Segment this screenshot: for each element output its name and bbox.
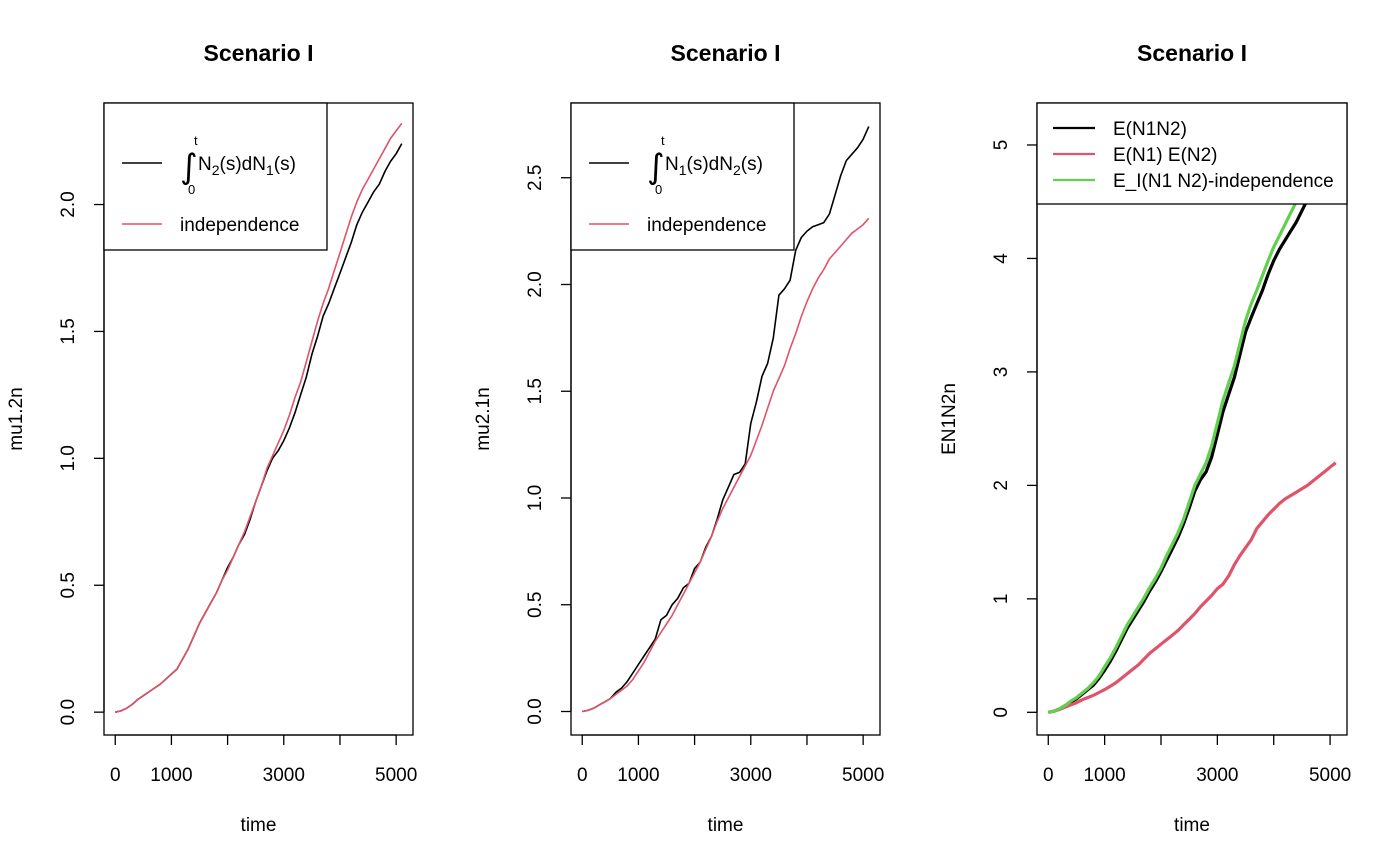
integral-sign: ∫: [180, 147, 198, 187]
y-tick-label: 0: [991, 707, 1012, 718]
plot-area: [115, 122, 403, 713]
legend-label: E_I(N1 N2)-independence: [1113, 171, 1334, 192]
y-axis-label: mu2.1n: [473, 387, 494, 450]
series-line-2: [1047, 461, 1337, 714]
y-tick-label: 4: [991, 253, 1012, 264]
y-tick-label: 2.0: [525, 271, 546, 297]
series-line-2: [582, 217, 870, 713]
series-line-3: [1047, 200, 1298, 714]
series-line-1: [582, 126, 870, 713]
integral-lower-limit: 0: [188, 182, 195, 197]
x-tick-label: 1000: [617, 765, 659, 786]
legend-label: independence: [647, 215, 766, 236]
y-axis-label: EN1N2n: [939, 383, 960, 455]
y-tick-label: 1.5: [58, 318, 79, 344]
legend-label: N2(s)dN1(s): [198, 154, 296, 178]
x-tick-label: 3000: [1196, 765, 1238, 786]
legend-label-part: (s): [274, 154, 296, 175]
y-tick-label: 2.5: [525, 165, 546, 191]
x-axis-label: time: [241, 815, 277, 836]
y-tick-label: 0.0: [525, 698, 546, 724]
y-tick-label: 1.5: [525, 378, 546, 404]
chart-title: Scenario I: [671, 40, 781, 66]
legend-label: N1(s)dN2(s): [665, 154, 763, 178]
integral-lower-limit: 0: [655, 182, 662, 197]
legend-label-part: N: [665, 154, 679, 175]
chart-panel-2: Scenario I time mu2.1n 0 1000 3000 5000 0.0 0.5 1…: [473, 40, 884, 836]
y-tick-label: 3: [991, 367, 1012, 378]
subscript: 2: [733, 162, 741, 178]
legend-label-part: (s)dN: [687, 154, 733, 175]
legend: ∫t 0N2(s)dN1(s) independence: [103, 102, 328, 251]
y-tick-label: 1.0: [525, 485, 546, 511]
legend-label-part: N: [198, 154, 212, 175]
x-tick-label: 1000: [150, 765, 192, 786]
y-tick-label: 2.0: [58, 191, 79, 217]
chart-panel-3: Scenario I time EN1N2n 0 1000 3000 5000 0 1 2 3 4 5 E…: [939, 40, 1351, 836]
chart-title: Scenario I: [1137, 40, 1247, 66]
x-tick-label: 5000: [375, 765, 417, 786]
series-line-2: [115, 122, 403, 713]
y-tick-label: 0.5: [58, 572, 79, 598]
y-tick-label: 0.5: [525, 592, 546, 618]
chart-title: Scenario I: [204, 40, 314, 66]
y-tick-label: 2: [991, 480, 1012, 491]
plot-area: [1047, 198, 1337, 714]
legend-label: independence: [180, 215, 299, 236]
integral-upper-limit: t: [194, 133, 198, 148]
subscript: 1: [266, 162, 274, 178]
x-tick-label: 0: [577, 765, 588, 786]
legend-label-part: (s)dN: [220, 154, 266, 175]
x-tick-label: 1000: [1083, 765, 1125, 786]
y-tick-label: 5: [991, 140, 1012, 151]
y-tick-label: 1: [991, 594, 1012, 605]
y-tick-label: 1.0: [58, 445, 79, 471]
legend: E(N1N2) E(N1) E(N2) E_I(N1 N2)-independenc…: [1036, 102, 1348, 205]
x-axis-label: time: [1174, 815, 1210, 836]
x-tick-label: 0: [110, 765, 121, 786]
y-tick-label: 0.0: [58, 699, 79, 725]
x-tick-label: 3000: [263, 765, 305, 786]
x-tick-label: 5000: [1309, 765, 1351, 786]
plot-area: [582, 126, 870, 713]
y-axis-label: mu1.2n: [6, 387, 27, 450]
x-tick-label: 3000: [730, 765, 772, 786]
legend-label-part: (s): [741, 154, 763, 175]
subscript: 1: [679, 162, 687, 178]
series-line-1: [1047, 198, 1309, 714]
legend-box: [103, 102, 328, 251]
legend-label: E(N1) E(N2): [1113, 145, 1218, 166]
x-tick-label: 0: [1043, 765, 1054, 786]
integral-upper-limit: t: [661, 133, 665, 148]
integral-sign: ∫: [647, 147, 665, 187]
legend: ∫t 0N1(s)dN2(s) independence: [570, 102, 795, 251]
chart-panel-1: Scenario I time mu1.2n 0 1000 3000 5000 0.0 0.5 1…: [6, 40, 417, 836]
subscript: 2: [212, 162, 220, 178]
legend-label: E(N1N2): [1113, 119, 1187, 140]
legend-box: [570, 102, 795, 251]
x-axis-label: time: [708, 815, 744, 836]
x-tick-label: 5000: [842, 765, 884, 786]
